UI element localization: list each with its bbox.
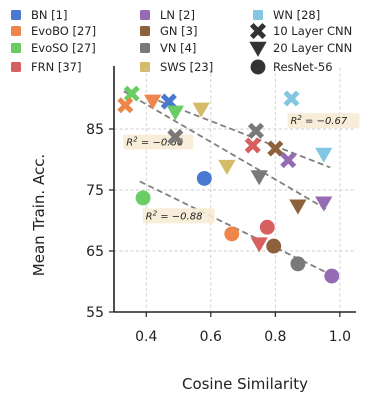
point-cross-0 (123, 85, 140, 102)
legend-swatch-1 (11, 26, 21, 36)
r2-annotation-2: R2 = −0.88 (142, 208, 215, 224)
trendline-1 (123, 90, 328, 211)
r2-annotation-text-1: R2 = −0.66 (126, 135, 183, 148)
r2-annotation-0: R2 = −0.67 (287, 113, 360, 129)
point-tri-12 (218, 159, 236, 175)
legend-label-circle: ResNet-56 (273, 60, 333, 74)
point-cross-1 (117, 97, 134, 114)
point-cross-5 (247, 122, 264, 139)
legend-label-7: SWS [23] (160, 60, 213, 74)
point-tri-17 (250, 237, 268, 253)
point-tri-13 (250, 170, 268, 186)
y-tick-label-65: 65 (86, 244, 104, 260)
point-cross-4 (244, 137, 261, 154)
r2-annotation-box-0 (287, 113, 360, 129)
legend-swatch-4 (140, 10, 150, 20)
x-tick-label-0.6: 0.6 (200, 329, 222, 345)
point-tri-11 (192, 102, 210, 118)
point-circle-24 (324, 268, 340, 284)
r2-annotation-text-2: R2 = −0.88 (146, 209, 203, 222)
y-tick-label-85: 85 (86, 122, 104, 138)
x-tick-label-1.0: 1.0 (329, 329, 351, 345)
point-tri-10 (166, 105, 184, 121)
x-tick-label-0.4: 0.4 (135, 329, 157, 345)
legend-swatch-3 (11, 62, 21, 72)
data-points (117, 85, 340, 284)
point-cross-7 (280, 152, 297, 169)
legend-label-4: LN [2] (160, 8, 195, 22)
r2-annotation-box-2 (142, 208, 215, 224)
legend-label-cross: 10 Layer CNN (273, 24, 352, 38)
legend: BN [1] EvoBO [27] EvoSO [27] FRN [37] LN [2]… (11, 8, 352, 75)
legend-label-1: EvoBO [27] (31, 24, 96, 38)
point-cross-8 (283, 90, 300, 107)
legend-label-2: EvoSO [27] (31, 41, 96, 55)
legend-swatch-5 (140, 26, 150, 36)
legend-label-6: VN [4] (160, 41, 196, 55)
legend-label-tri: 20 Layer CNN (273, 41, 352, 55)
point-circle-19 (196, 170, 212, 186)
y-axis-title: Mean Train. Acc. (30, 154, 48, 276)
legend-marker-circle (250, 59, 266, 75)
legend-marker-tri (249, 41, 267, 57)
legend-swatch-8 (253, 10, 263, 20)
legend-label-0: BN [1] (31, 8, 67, 22)
point-tri-15 (315, 196, 333, 212)
legend-swatch-6 (140, 43, 150, 53)
point-tri-14 (289, 199, 307, 215)
grid-lines (114, 68, 356, 312)
y-tick-label-55: 55 (86, 305, 104, 321)
axes: 0.4 0.6 0.8 1.0 55 65 75 85 (86, 66, 356, 345)
point-circle-23 (290, 256, 306, 272)
legend-marker-cross (249, 22, 267, 40)
legend-swatch-0 (11, 10, 21, 20)
point-tri-9 (144, 94, 162, 110)
x-axis-title: Cosine Similarity (182, 375, 308, 393)
r2-annotation-1: R2 = −0.66 (123, 134, 194, 150)
point-cross-6 (267, 140, 284, 157)
r2-annotation-text-0: R2 = −0.67 (290, 114, 347, 127)
legend-swatch-2 (11, 43, 21, 53)
point-circle-18 (135, 190, 151, 206)
point-circle-22 (266, 238, 282, 254)
legend-label-8: WN [28] (273, 8, 320, 22)
y-tick-label-75: 75 (86, 183, 104, 199)
trendline-2 (139, 180, 336, 278)
legend-label-3: FRN [37] (31, 60, 81, 74)
legend-label-5: GN [3] (160, 24, 197, 38)
point-circle-20 (224, 226, 240, 242)
point-tri-16 (315, 147, 333, 163)
point-circle-21 (259, 219, 275, 235)
legend-swatch-7 (140, 62, 150, 72)
point-cross-3 (167, 128, 184, 145)
x-tick-label-0.8: 0.8 (264, 329, 286, 345)
